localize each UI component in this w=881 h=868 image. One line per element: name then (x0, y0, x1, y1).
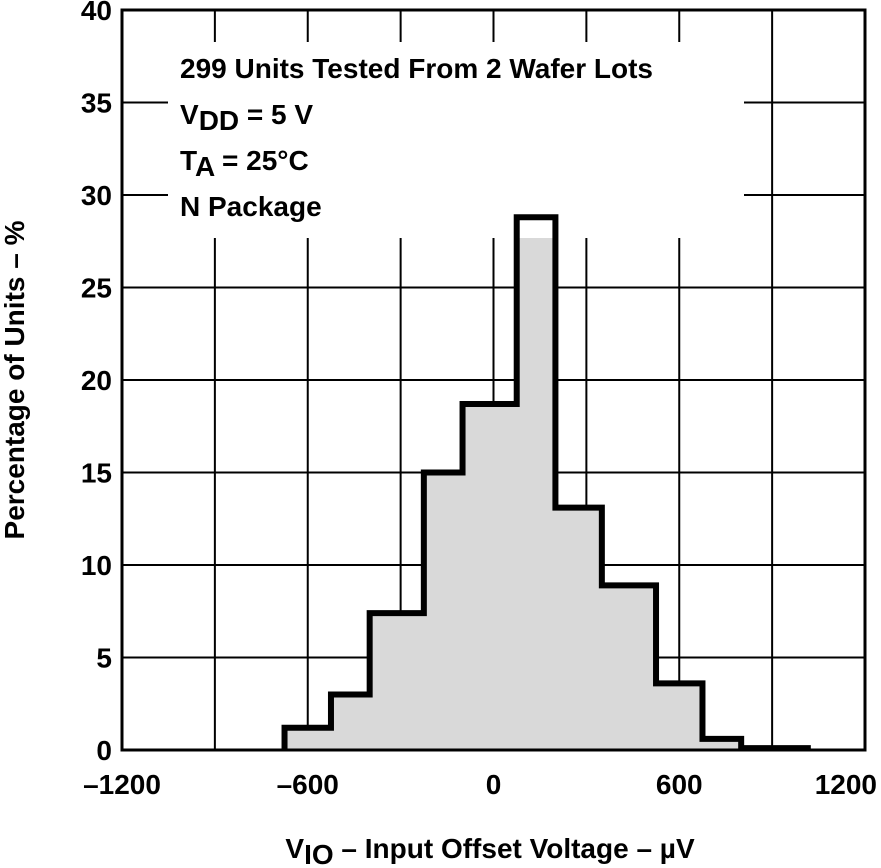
x-tick-label: 600 (656, 769, 703, 800)
y-tick-label: 30 (81, 180, 112, 211)
annotation-units-tested: 299 Units Tested From 2 Wafer Lots (180, 53, 653, 84)
y-tick-label: 15 (81, 458, 112, 489)
y-tick-labels: 0 5 10 15 20 25 30 35 40 (81, 0, 112, 766)
annotation-package: N Package (180, 191, 322, 222)
annotation-ta: TA = 25°C (180, 145, 309, 182)
annotation-box (168, 42, 744, 238)
y-tick-label: 35 (81, 88, 112, 119)
histogram-outline (281, 214, 811, 752)
x-axis-label: VIO – Input Offset Voltage – µV (285, 833, 695, 868)
x-tick-label: –1200 (83, 769, 161, 800)
y-tick-label: 0 (96, 735, 112, 766)
y-tick-label: 10 (81, 550, 112, 581)
x-tick-label: 1200 (815, 769, 877, 800)
y-axis-label: Percentage of Units – % (0, 220, 30, 539)
x-tick-label: –600 (277, 769, 339, 800)
y-tick-label: 20 (81, 365, 112, 396)
annotation: 299 Units Tested From 2 Wafer Lots VDD =… (180, 53, 653, 222)
histogram-fill (284, 217, 811, 750)
y-tick-label: 5 (96, 643, 112, 674)
plot-frame (120, 8, 867, 752)
y-tick-label: 40 (81, 0, 112, 26)
annotation-vdd: VDD = 5 V (180, 99, 313, 136)
x-tick-labels: –1200 –600 0 600 1200 (83, 769, 877, 800)
y-tick-label: 25 (81, 273, 112, 304)
x-tick-label: 0 (486, 769, 502, 800)
